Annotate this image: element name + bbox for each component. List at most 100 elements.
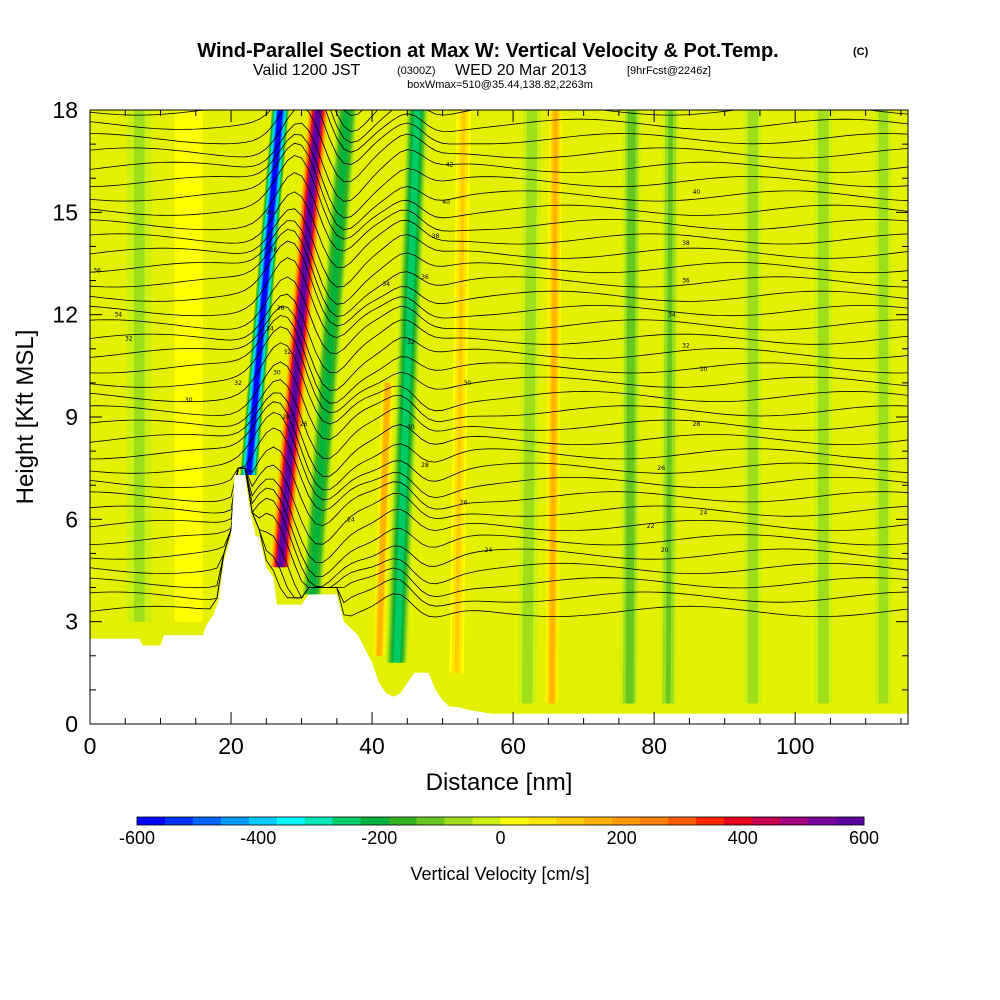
theta-contour-label: 36 xyxy=(93,267,101,274)
y-tick-label: 6 xyxy=(65,506,78,532)
chart-subtitle: Valid 1200 JST (0300Z) WED 20 Mar 2013 [… xyxy=(253,62,711,79)
terrain xyxy=(90,475,908,724)
theta-contour xyxy=(90,411,908,501)
theta-contour xyxy=(90,228,908,317)
theta-contour-label: 26 xyxy=(460,499,468,506)
velocity-band xyxy=(750,110,756,704)
colorbar-swatch xyxy=(780,817,809,825)
theta-contour xyxy=(90,361,908,441)
colorbar-tick-label: -600 xyxy=(119,828,155,848)
colorbar-swatch xyxy=(416,817,445,825)
x-tick-label: 40 xyxy=(359,733,385,759)
theta-contour-label: 24 xyxy=(700,510,708,517)
theta-contour-label: 28 xyxy=(421,462,429,469)
x-tick-label: 100 xyxy=(776,733,814,759)
colorbar-tick-label: 400 xyxy=(728,828,758,848)
valid-prefix: Valid 1200 JST xyxy=(253,62,361,79)
velocity-feature xyxy=(620,110,642,704)
theta-contour-label: 36 xyxy=(277,305,285,312)
theta-contour-label: 24 xyxy=(485,547,493,554)
theta-contour-label: 42 xyxy=(446,162,454,169)
theta-contour xyxy=(90,306,908,391)
theta-contour xyxy=(90,191,908,268)
colorbar-swatch xyxy=(528,817,557,825)
theta-contour xyxy=(90,467,908,563)
theta-contour xyxy=(90,427,908,512)
velocity-band xyxy=(820,110,827,704)
velocity-band xyxy=(880,110,886,704)
theta-contour xyxy=(90,467,908,588)
y-tick-label: 15 xyxy=(52,199,78,225)
velocity-band xyxy=(246,110,283,475)
theta-contour-label: 32 xyxy=(407,339,415,346)
colorbar-tick-label: 0 xyxy=(495,828,505,848)
colorbar-swatch xyxy=(836,817,865,825)
colorbar: -600 -400 -200 0 200 400 600 xyxy=(119,816,879,848)
theta-contour xyxy=(90,142,908,231)
velocity-feature xyxy=(373,382,394,656)
colorbar-swatch xyxy=(444,817,473,825)
velocity-feature xyxy=(814,110,833,704)
theta-contour xyxy=(90,110,908,153)
y-tick-label: 9 xyxy=(65,404,78,430)
theta-contour xyxy=(90,326,908,414)
theta-contour xyxy=(90,401,908,491)
theta-contour-label: 30 xyxy=(273,370,281,377)
theta-contour xyxy=(90,240,908,327)
theta-contour-label: 24 xyxy=(347,516,355,523)
theta-contour-label: 36 xyxy=(421,274,429,281)
theta-contour xyxy=(90,208,908,288)
y-axis-label: Height [Kft MSL] xyxy=(12,330,39,505)
theta-contours xyxy=(90,110,908,618)
y-tick-label: 0 xyxy=(65,711,78,737)
theta-contour xyxy=(90,133,908,219)
theta-contour-label: 38 xyxy=(432,233,440,240)
y-tick-label: 12 xyxy=(52,302,78,328)
velocity-feature xyxy=(743,110,762,704)
theta-contour xyxy=(90,122,908,202)
theta-contour-label: 28 xyxy=(693,421,701,428)
velocity-feature xyxy=(127,110,152,622)
velocity-feature xyxy=(385,110,429,663)
colorbar-swatch xyxy=(696,817,725,825)
velocity-band xyxy=(135,110,143,622)
theta-contour-label: 34 xyxy=(382,281,390,288)
colorbar-frame xyxy=(136,816,865,826)
colorbar-swatch xyxy=(584,817,613,825)
theta-contour-labels: 36 34 32 30 32 40 38 36 34 32 30 28 26 24 34 32 30 28 26 24… xyxy=(93,162,707,554)
theta-contour xyxy=(90,172,908,252)
theta-contour xyxy=(90,467,908,588)
theta-contour xyxy=(90,110,908,166)
velocity-feature xyxy=(874,110,892,704)
theta-contour-label: 38 xyxy=(269,247,277,254)
velocity-band xyxy=(626,110,635,704)
theta-contour xyxy=(90,154,908,240)
x-tick-label: 20 xyxy=(218,733,244,759)
velocity-feature xyxy=(660,110,679,704)
velocity-feature xyxy=(518,110,542,704)
colorbar-swatch xyxy=(808,817,837,825)
colorbar-swatch xyxy=(192,817,222,825)
theta-contour-label: 34 xyxy=(266,325,274,332)
colorbar-tick-label: -200 xyxy=(361,828,397,848)
theta-contour-label: 22 xyxy=(647,523,655,530)
colorbar-title: Vertical Velocity [cm/s] xyxy=(410,864,589,884)
theta-contour-label: 32 xyxy=(682,342,690,349)
theta-contour-label: 30 xyxy=(185,397,193,404)
theta-contour xyxy=(90,293,908,374)
theta-contour-label: 32 xyxy=(284,349,292,356)
colorbar-swatch xyxy=(388,817,418,825)
x-tick-label: 60 xyxy=(500,733,526,759)
theta-contour xyxy=(90,220,908,305)
y-tick-label: 18 xyxy=(52,97,78,123)
velocity-band xyxy=(377,382,390,656)
colorbar-swatch xyxy=(612,817,641,825)
velocity-band xyxy=(393,110,421,663)
x-tick-label: 80 xyxy=(641,733,667,759)
colorbar-swatch xyxy=(472,817,501,825)
theta-contour xyxy=(90,392,908,477)
x-tick-label: 0 xyxy=(84,733,97,759)
theta-contour xyxy=(90,110,908,183)
colorbar-swatch xyxy=(332,817,362,825)
